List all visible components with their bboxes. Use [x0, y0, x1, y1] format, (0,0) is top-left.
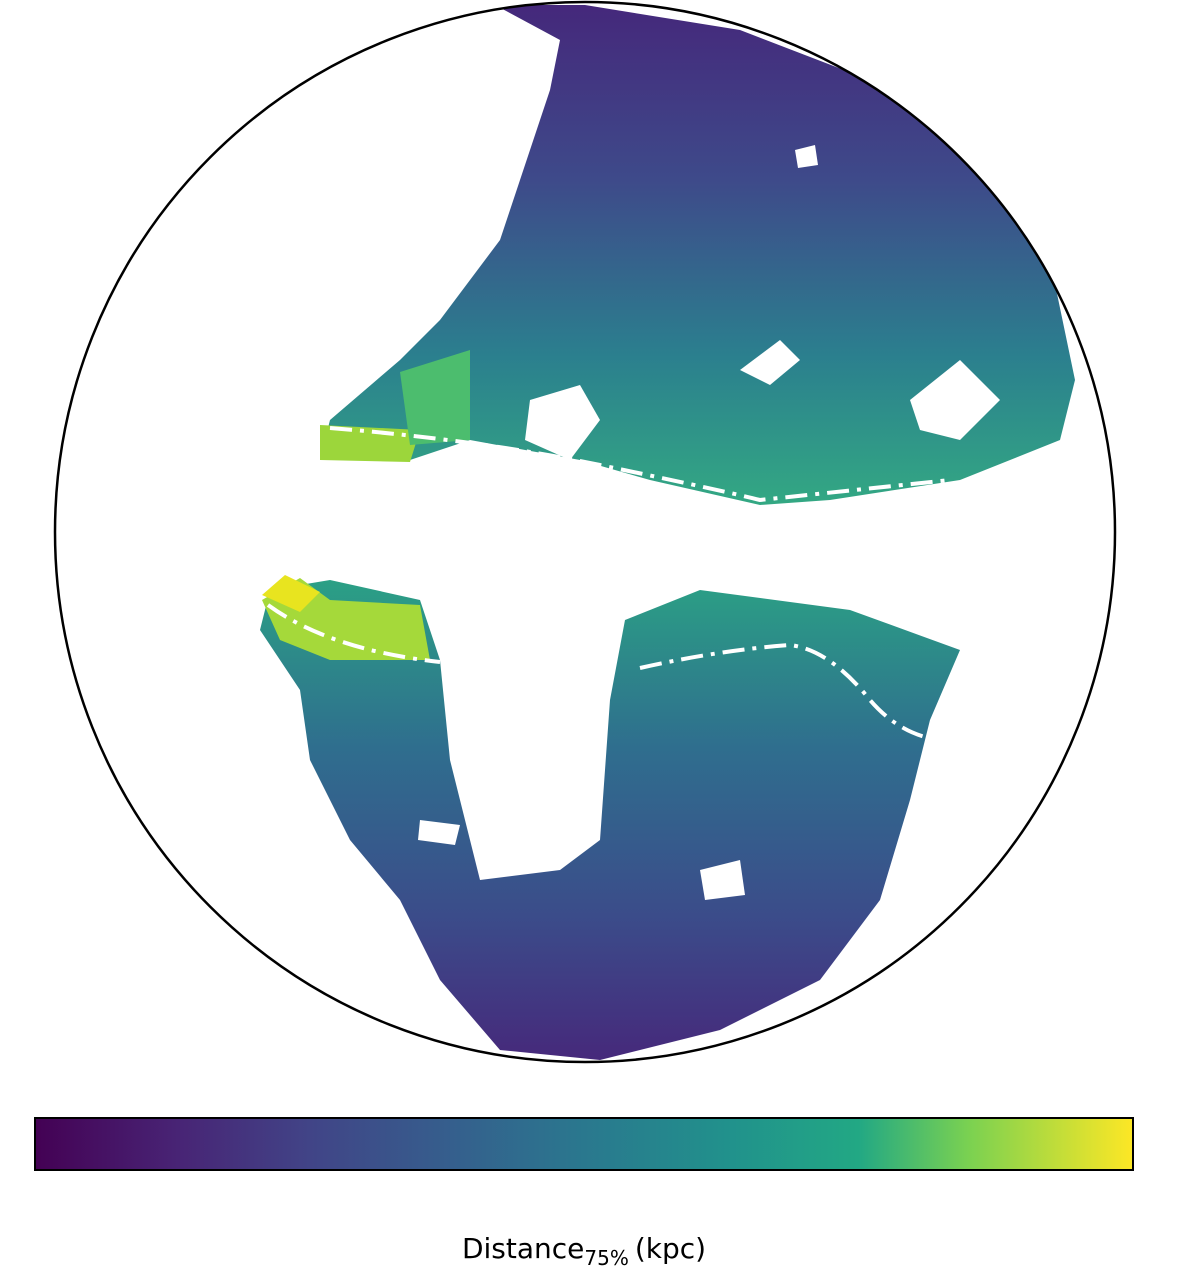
plane-curve-south — [266, 603, 941, 742]
colorbar: Distance75% (kpc) — [34, 1117, 1134, 1269]
masked-pixels — [418, 145, 1000, 900]
colorbar-label: Distance75% (kpc) — [462, 1232, 706, 1269]
colorbar-gradient — [34, 1117, 1134, 1171]
south-region — [260, 580, 960, 1060]
label-name: Distance — [462, 1232, 584, 1265]
north-teal-region — [400, 350, 470, 445]
map-area — [260, 5, 1075, 1060]
plane-curve-north — [329, 426, 951, 503]
south-yellow-region — [262, 575, 320, 612]
north-bright-region — [320, 425, 420, 462]
label-subscript: 75% — [584, 1246, 628, 1269]
map-border — [53, 0, 1117, 1064]
label-unit: (kpc) — [635, 1232, 706, 1265]
north-region — [320, 5, 1075, 505]
